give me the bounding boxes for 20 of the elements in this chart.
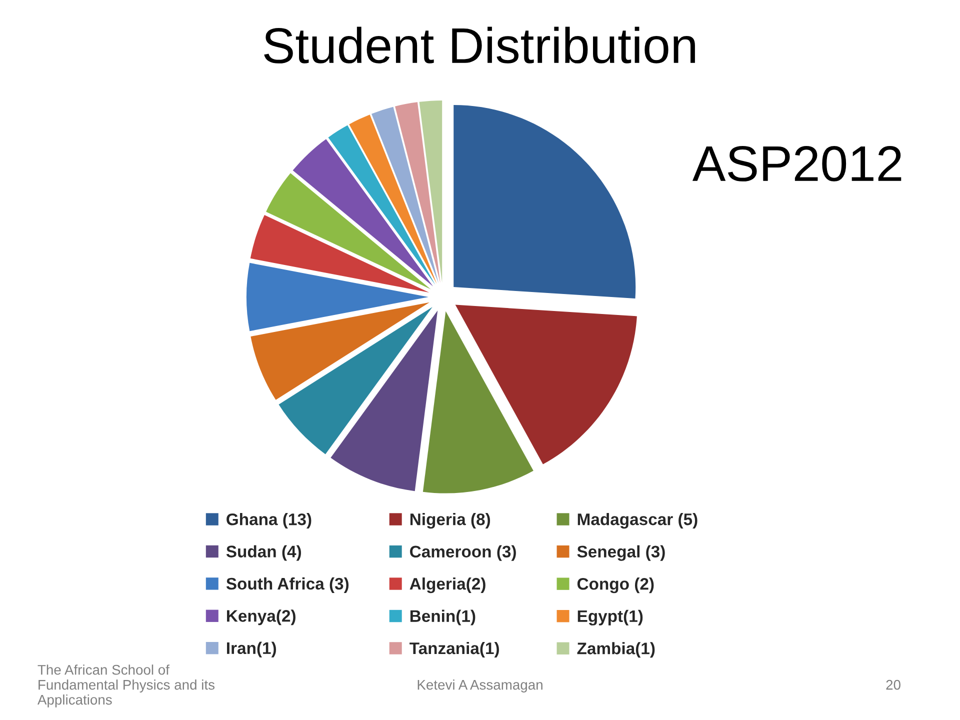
text: Ketevi A Assamagan	[418, 680, 542, 692]
legend-label: Senegal (3)	[577, 545, 665, 561]
text: 20	[886, 680, 900, 690]
chart-title: Student Distribution	[264, 26, 695, 64]
legend-label: Cameroon (3)	[410, 545, 516, 561]
legend-label: Kenya(2)	[227, 610, 296, 626]
legend-label: Sudan (4)	[226, 545, 301, 561]
legend-label: Ghana (13)	[226, 513, 312, 529]
legend-label: Madagascar (5)	[578, 513, 698, 529]
legend-label: Algeria(2)	[410, 577, 486, 594]
legend-label: Zambia(1)	[577, 642, 655, 658]
legend-label: Congo (2)	[577, 578, 654, 594]
legend-label: Benin(1)	[410, 610, 476, 626]
text: ASP2012	[692, 146, 902, 182]
legend-label: Egypt(1)	[578, 610, 643, 626]
legend-label: Nigeria (8)	[410, 513, 490, 529]
legend-label: Iran(1)	[227, 642, 276, 658]
legend-label: Tanzania(1)	[410, 642, 499, 658]
legend-label: South Africa (3)	[226, 577, 349, 593]
text: The African School of Fundamental Physics and its Applications	[37, 664, 215, 708]
